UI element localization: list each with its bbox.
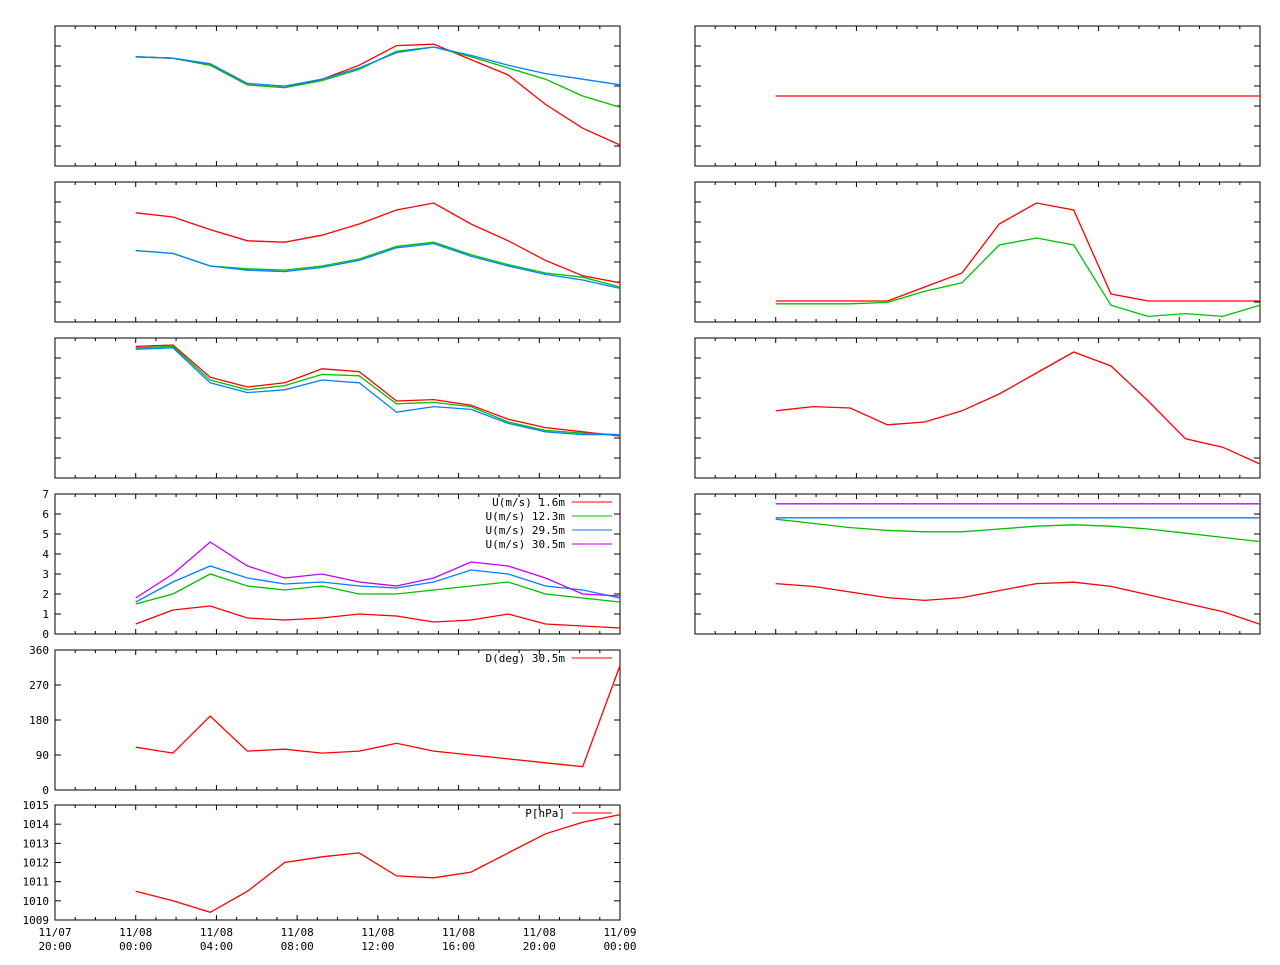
right-4-series-red: [775, 581, 1261, 625]
left-6-ytick-label: 1009: [23, 914, 50, 927]
right-3-frame: [694, 337, 1261, 479]
left-4-ytick-label: 7: [42, 488, 49, 501]
left-4-ytick-label: 2: [42, 588, 49, 601]
xtick-date-label: 11/07: [38, 926, 71, 939]
left-3-frame: [54, 337, 621, 479]
left-5-series-red: [135, 665, 621, 768]
left-4-ytick-label: 0: [42, 628, 49, 641]
left-5-legend-label: D(deg) 30.5m: [486, 652, 566, 665]
xtick-time-label: 04:00: [200, 940, 233, 953]
left-5-ytick-label: 180: [29, 714, 49, 727]
left-6-ytick-label: 1013: [23, 837, 50, 850]
xtick-date-label: 11/09: [603, 926, 636, 939]
left-4-legend-label: U(m/s) 30.5m: [486, 538, 566, 551]
left-4-series-green: [135, 573, 621, 605]
right-4-series-green: [775, 518, 1261, 543]
left-3-series-blue: [135, 347, 620, 436]
xtick-date-label: 11/08: [119, 926, 152, 939]
left-4-series-blue: [135, 565, 621, 603]
xtick-time-label: 08:00: [281, 940, 314, 953]
right-2-series-red: [775, 202, 1260, 302]
xtick-date-label: 11/08: [442, 926, 475, 939]
left-4-legend-label: U(m/s) 1.6m: [492, 496, 565, 509]
left-5-ytick-label: 270: [29, 679, 49, 692]
left-4-series-purple: [135, 541, 621, 599]
left-6-ytick-label: 1015: [23, 799, 50, 812]
left-3-series-green: [135, 345, 621, 436]
xtick-date-label: 11/08: [361, 926, 394, 939]
left-4-ytick-label: 3: [42, 568, 49, 581]
left-6-legend-label: P[hPa]: [525, 807, 565, 820]
left-4-ytick-label: 4: [42, 548, 49, 561]
left-5-ytick-label: 360: [29, 644, 49, 657]
xtick-date-label: 11/08: [200, 926, 233, 939]
right-2-series-green: [775, 237, 1261, 318]
right-3-series-red: [775, 351, 1261, 465]
left-2-series-blue: [135, 242, 621, 290]
left-1-series-red: [135, 43, 621, 146]
left-1-series-blue: [135, 46, 621, 87]
left-6-ytick-label: 1010: [23, 895, 50, 908]
left-5-frame: [54, 649, 621, 791]
left-6-series-red: [135, 813, 621, 914]
xtick-date-label: 11/08: [523, 926, 556, 939]
left-3-series-red: [135, 344, 621, 437]
xtick-time-label: 20:00: [38, 940, 71, 953]
right-4-frame: [694, 493, 1261, 635]
xtick-time-label: 16:00: [442, 940, 475, 953]
left-2-frame: [54, 181, 621, 323]
left-4-legend-label: U(m/s) 29.5m: [486, 524, 566, 537]
left-6-ytick-label: 1011: [23, 876, 50, 889]
left-2-series-green: [135, 241, 621, 288]
left-4-ytick-label: 1: [42, 608, 49, 621]
left-5-ytick-label: 0: [42, 784, 49, 797]
xtick-time-label: 20:00: [523, 940, 556, 953]
left-4-ytick-label: 5: [42, 528, 49, 541]
left-5-ytick-label: 90: [36, 749, 49, 762]
left-2-series-red: [135, 202, 621, 284]
left-4-legend-label: U(m/s) 12.3m: [486, 510, 566, 523]
xtick-date-label: 11/08: [281, 926, 314, 939]
left-6-frame: [54, 804, 621, 921]
left-6-ytick-label: 1012: [23, 857, 50, 870]
xtick-time-label: 12:00: [361, 940, 394, 953]
xtick-time-label: 00:00: [603, 940, 636, 953]
left-6-ytick-label: 1014: [23, 818, 50, 831]
left-4-series-red: [135, 605, 621, 629]
xtick-time-label: 00:00: [119, 940, 152, 953]
left-4-ytick-label: 6: [42, 508, 49, 521]
